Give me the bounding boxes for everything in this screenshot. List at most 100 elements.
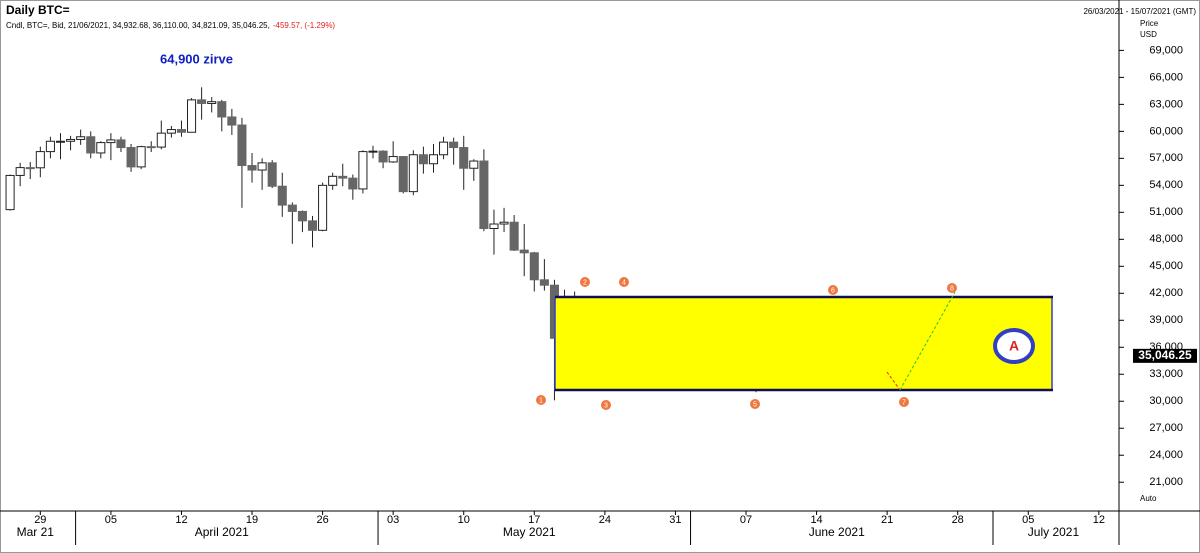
pattern-point [619,277,629,287]
x-tick-label: 28 [952,514,964,526]
y-tick-label: 66,000 [1149,71,1183,83]
candle-body [267,162,277,187]
pattern: A [554,291,1053,392]
y-tick-label: 21,000 [1149,476,1183,488]
y-tick-label: 30,000 [1149,395,1183,407]
month-label: Mar 21 [17,525,55,539]
x-tick-label: 12 [1093,514,1105,526]
candle-body [388,156,398,163]
candle-body [489,223,499,230]
candle-body [277,185,287,206]
y-tick-label: 42,000 [1149,287,1183,299]
pattern-point [750,399,760,409]
y-tick-label: 48,000 [1149,233,1183,245]
candle-body [378,150,388,163]
pattern-point [899,397,909,407]
axis-title: Price [1140,19,1159,28]
candle-body [499,221,509,225]
candle-body [227,116,237,126]
chart-title: Daily BTC= [6,3,70,17]
y-tick-label: 39,000 [1149,314,1183,326]
candle-body [307,220,318,231]
candle-body [166,129,176,134]
candle-body [106,139,116,144]
y-tick-label: 60,000 [1149,125,1183,137]
candle-body [459,147,469,169]
candle-body [358,151,368,190]
pattern-point-label: 4 [622,279,626,286]
x-tick-label: 05 [105,514,117,526]
pattern-point [828,285,838,295]
candle-body [136,146,146,168]
month-label: April 2021 [195,525,249,539]
month-label: June 2021 [809,525,865,539]
candle-body [328,175,338,186]
x-tick-label: 29 [34,514,46,526]
candle-body [348,177,358,190]
candle-body [66,138,76,142]
y-tick-label: 69,000 [1149,44,1183,56]
candle-body [287,204,297,212]
peak-annotation: 64,900 zirve [160,51,233,66]
x-tick-label: 12 [175,514,187,526]
x-tick-label: 17 [528,514,540,526]
x-tick-label: 19 [246,514,258,526]
candle-body [428,154,439,165]
projection-down [886,371,901,391]
y-tick-label: 57,000 [1149,152,1183,164]
candle-body [76,136,86,140]
pattern-point-label: 7 [902,399,906,406]
candle-body [116,139,126,149]
candle-body [45,140,55,153]
x-tick-label: 24 [599,514,611,526]
date-range: 26/03/2021 - 15/07/2021 (GMT) [1083,7,1196,16]
x-tick-label: 26 [316,514,328,526]
candle-body [529,252,539,281]
x-tick-label: 31 [669,514,681,526]
candle-body [449,141,459,149]
candle-body [35,151,45,169]
pattern-point [601,400,611,410]
y-tick-label: 33,000 [1149,368,1183,380]
candle-body [197,99,207,104]
candle-body [126,147,136,168]
pattern-name: A [1009,338,1019,354]
y-tick-label: 24,000 [1149,449,1183,461]
pattern-badge [993,328,1035,364]
x-tick-label: 14 [810,514,822,526]
candle-body [15,167,25,176]
candle-body [86,136,96,154]
change: -459.57, (-1.29%) [273,21,336,30]
candle-body [297,210,307,222]
candle-body [318,184,328,231]
pattern-point-label: 2 [583,279,587,286]
candle-body [368,150,378,153]
candle-body [398,156,408,193]
info-line: Cndl, BTC=, Bid, 21/06/2021, 34,932.68, … [6,21,270,30]
candle-body [338,175,348,179]
candle-body [176,129,186,133]
candle-body [408,154,418,193]
pattern-point-label: 5 [753,401,757,408]
candle-body [217,101,227,118]
x-tick-label: 03 [387,514,399,526]
month-label: May 2021 [503,525,556,539]
pattern-point-label: 1 [539,397,543,404]
candle-body [247,165,257,171]
x-tick-label: 21 [881,514,893,526]
projection-up [899,291,956,391]
y-tick-label: 63,000 [1149,98,1183,110]
candle-body [257,162,267,171]
pattern-point-label: 8 [950,285,954,292]
y-tick-label: 51,000 [1149,206,1183,218]
candle-body [25,167,35,170]
x-tick-label: 10 [458,514,470,526]
candle-body [439,141,449,156]
pattern-point [947,283,957,293]
x-tick-label: 05 [1022,514,1034,526]
y-tick-label: 54,000 [1149,179,1183,191]
candle-body [146,146,156,149]
y-tick-label: 27,000 [1149,422,1183,434]
